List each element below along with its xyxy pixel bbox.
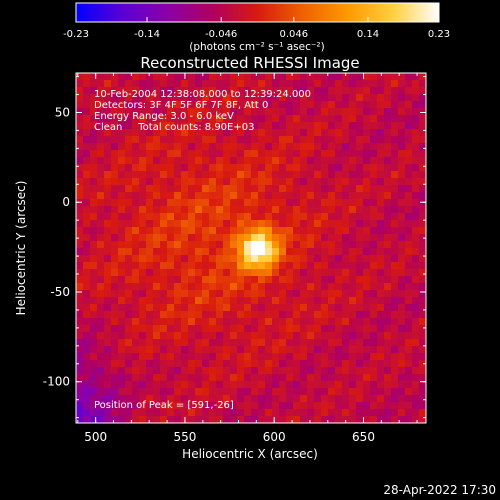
colorbar: -0.23 -0.14 -0.046 0.046 0.14 0.23 (photons c… xyxy=(63,2,450,53)
x-tick-label: 500 xyxy=(84,430,107,444)
y-axis-label: Heliocentric Y (arcsec) xyxy=(14,181,28,316)
colorbar-tick-label: -0.046 xyxy=(205,29,237,40)
y-tick-label: -50 xyxy=(50,285,70,299)
colorbar-units-label: (photons cm⁻² s⁻¹ asec⁻²) xyxy=(189,41,324,53)
chart-title: Reconstructed RHESSI Image xyxy=(140,54,359,72)
colorbar-tick-label: -0.23 xyxy=(63,29,89,40)
y-axis: 50 0 -50 -100 xyxy=(43,76,426,419)
annotation-time-range: 10-Feb-2004 12:38:08.000 to 12:39:24.000 xyxy=(94,89,311,100)
x-tick-label: 550 xyxy=(173,430,196,444)
colorbar-tick-label: -0.14 xyxy=(134,29,160,40)
x-tick-label: 650 xyxy=(352,430,375,444)
colorbar-tick-label: 0.23 xyxy=(428,29,450,40)
heatmap-image xyxy=(76,73,426,423)
colorbar-tick-label: 0.14 xyxy=(357,29,379,40)
footer-timestamp: 28-Apr-2022 17:30 xyxy=(383,483,496,497)
colorbar-gradient xyxy=(75,2,440,23)
plot-frame xyxy=(75,72,427,424)
x-axis-label: Heliocentric X (arcsec) xyxy=(182,447,318,461)
annotation-detectors: Detectors: 3F 4F 5F 6F 7F 8F, Att 0 xyxy=(94,100,268,111)
x-axis: 500 550 600 650 xyxy=(77,73,418,444)
annotation-peak-position: Position of Peak = [591,-26] xyxy=(94,400,234,411)
x-tick-label: 600 xyxy=(263,430,286,444)
y-tick-label: 0 xyxy=(62,195,70,209)
colorbar-ticks: -0.23 -0.14 -0.046 0.046 0.14 0.23 xyxy=(63,17,450,40)
y-tick-label: -100 xyxy=(43,375,70,389)
y-tick-label: 50 xyxy=(55,105,70,119)
annotation-energy-range: Energy Range: 3.0 - 6.0 keV xyxy=(94,111,234,122)
colorbar-tick-label: 0.046 xyxy=(279,29,308,40)
annotation-clean-counts: Clean Total counts: 8.90E+03 xyxy=(94,122,254,133)
annotation-block: 10-Feb-2004 12:38:08.000 to 12:39:24.000… xyxy=(94,89,311,133)
